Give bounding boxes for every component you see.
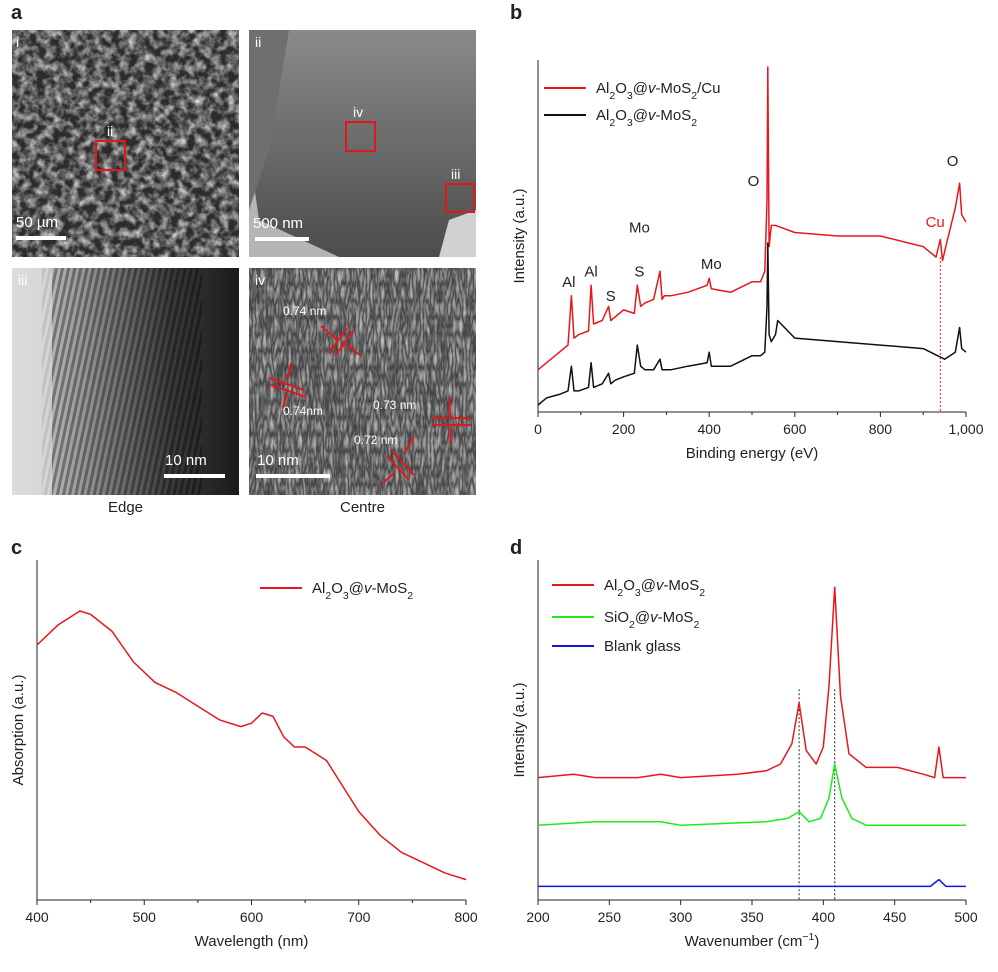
x-tick-label: 300: [669, 909, 693, 925]
inset-label-iii: iii: [451, 166, 461, 182]
x-tick-label: 600: [240, 909, 264, 925]
peak-annotation: O: [947, 153, 959, 170]
tile-roman-ii: ii: [255, 34, 262, 50]
scale-bar-label: 50 µm: [16, 214, 58, 231]
hrtem-centre-tile: iv 0.74 nm 0.74nm 0.73 nm 0.72 nm 10 nm: [249, 268, 476, 495]
x-axis-label: Binding energy (eV): [686, 445, 819, 462]
scale-bar-label: 10 nm: [165, 452, 207, 469]
tile-roman-iv: iv: [255, 272, 266, 288]
x-tick-label: 600: [783, 421, 807, 437]
inset-label-iv: iv: [353, 104, 364, 120]
legend-label: Al2O3@v-MoS2: [604, 577, 705, 599]
x-tick-label: 350: [740, 909, 764, 925]
y-axis-label: Intensity (a.u.): [511, 682, 528, 777]
tile-roman-iii: iii: [18, 272, 28, 288]
x-tick-label: 700: [347, 909, 371, 925]
series-line: [538, 878, 966, 888]
peak-annotation: O: [748, 173, 760, 190]
peak-annotation: Al: [584, 263, 597, 280]
lattice-spacing-label: 0.74 nm: [283, 304, 327, 318]
lattice-spacing-label: 0.72 nm: [354, 433, 398, 447]
x-tick-label: 500: [133, 909, 157, 925]
legend-label: SiO2@v-MoS2: [604, 609, 699, 631]
raman-chart: 200 250 300 350 400 450 500 Wavenumber (cm−1) In…: [511, 560, 978, 950]
inset-label-ii: ii: [107, 123, 114, 139]
x-axis-label: Wavenumber (cm−1): [685, 931, 820, 950]
x-tick-label: 800: [869, 421, 893, 437]
panel-label-c: c: [11, 537, 23, 559]
peak-annotation: Al: [562, 274, 575, 291]
legend-label: Blank glass: [604, 638, 681, 655]
peak-annotation: S: [606, 288, 616, 305]
legend-label: Al2O3@v-MoS2: [596, 107, 697, 129]
lattice-spacing-label: 0.74nm: [283, 404, 324, 418]
tem-flake-tile: ii iv iii 500 nm: [249, 30, 476, 257]
y-axis-label: Intensity (a.u.): [511, 188, 528, 283]
x-tick-label: 1,000: [948, 421, 983, 437]
absorption-chart: 400 500 600 700 800 Wavelength (nm) Absorption…: [10, 560, 478, 950]
lattice-spacing-label: 0.73 nm: [373, 398, 417, 412]
tile-roman-i: i: [16, 34, 20, 50]
x-tick-label: 400: [25, 909, 49, 925]
x-tick-label: 250: [598, 909, 622, 925]
series-line: [537, 586, 966, 779]
sem-flakes-texture: [12, 30, 239, 257]
legend-label: Al2O3@v-MoS2: [312, 580, 413, 602]
sem-image-tile: i ii 50 µm: [12, 30, 239, 257]
x-tick-label: 450: [883, 909, 907, 925]
xps-chart: 0 200 400 600 800 1,000 Binding energy (eV) Int…: [511, 60, 984, 462]
legend-label: Al2O3@v-MoS2/Cu: [596, 80, 720, 102]
x-tick-label: 800: [454, 909, 478, 925]
hrtem-edge-tile: iii 10 nm: [12, 268, 239, 495]
hrtem-centre-lattice: [249, 268, 476, 495]
panel-label-b: b: [510, 2, 523, 24]
x-tick-label: 400: [698, 421, 722, 437]
x-tick-label: 0: [534, 421, 542, 437]
x-tick-label: 200: [526, 909, 550, 925]
x-tick-label: 500: [954, 909, 978, 925]
panel-label-a: a: [11, 2, 23, 24]
series-line: [537, 66, 967, 371]
panel-label-d: d: [510, 537, 523, 559]
x-tick-label: 400: [812, 909, 836, 925]
peak-annotation: Mo: [629, 220, 650, 237]
x-tick-label: 200: [612, 421, 636, 437]
peak-annotation: Mo: [701, 256, 722, 273]
series-line: [537, 763, 966, 826]
caption-edge: Edge: [107, 499, 144, 516]
scale-bar-label: 10 nm: [257, 452, 299, 469]
x-axis-label: Wavelength (nm): [195, 933, 309, 950]
peak-annotation: Cu: [926, 214, 945, 231]
tem-flake-shape: [249, 30, 476, 257]
series-line: [36, 610, 467, 881]
scale-bar-label: 500 nm: [253, 215, 304, 232]
caption-centre: Centre: [339, 499, 386, 516]
series-line: [537, 242, 967, 406]
hrtem-edge-fringes: [12, 268, 239, 495]
peak-annotation: S: [634, 263, 644, 280]
y-axis-label: Absorption (a.u.): [10, 675, 27, 786]
